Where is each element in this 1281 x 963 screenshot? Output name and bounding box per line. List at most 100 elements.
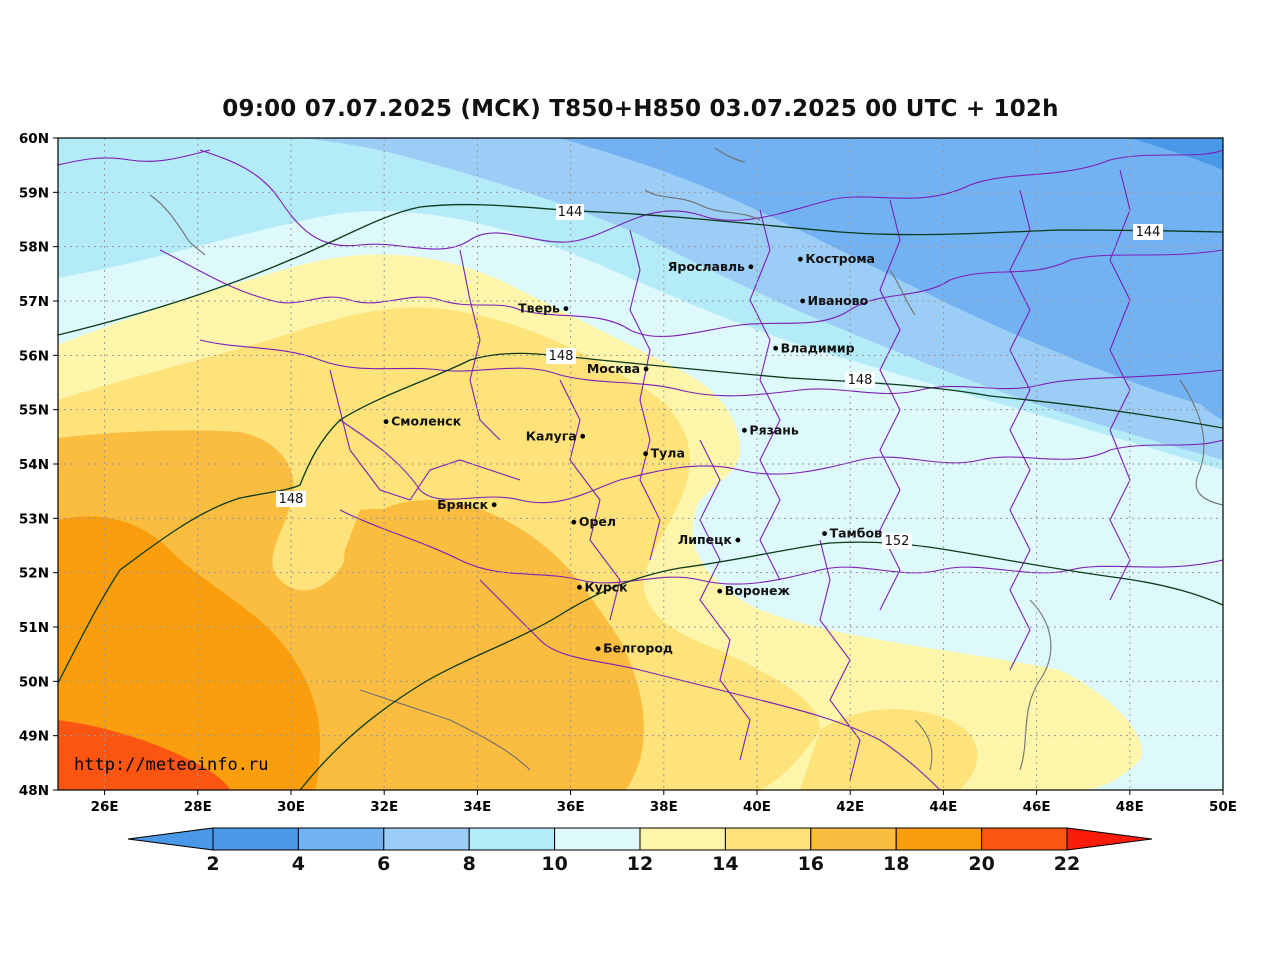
city-dot: [643, 451, 649, 457]
lat-tick-label: 59N: [19, 185, 49, 201]
colorbar-segment: [639, 827, 726, 851]
city-label: Брянск: [437, 497, 489, 512]
lat-tick-label: 49N: [19, 729, 49, 745]
lat-tick-label: 60N: [19, 131, 49, 147]
colorbar-segment: [810, 827, 897, 851]
city-dot: [822, 531, 827, 536]
city-dot: [717, 588, 723, 594]
isohypse-144: [58, 203, 1223, 336]
gridlines: [58, 138, 1223, 790]
city-label: Москва: [587, 361, 640, 376]
lon-tick-label: 26E: [91, 799, 119, 815]
city: Тамбов: [822, 526, 882, 541]
svg-text:152: 152: [885, 534, 910, 549]
city-label: Тамбов: [830, 526, 882, 541]
city: Орел: [571, 514, 616, 529]
colorbar-label: 14: [712, 853, 738, 875]
lon-tick-label: 46E: [1023, 799, 1051, 815]
city-dot: [383, 419, 389, 425]
lon-tick-label: 30E: [277, 799, 305, 815]
city: Иваново: [800, 293, 869, 308]
isohypse-label-152: 152: [882, 533, 912, 549]
city: Ярославль: [668, 259, 754, 274]
city: Владимир: [773, 340, 855, 355]
chart-title: 09:00 07.07.2025 (МСК) T850+H850 03.07.2…: [222, 96, 1059, 122]
lon-tick-label: 50E: [1209, 799, 1237, 815]
water-features: [149, 147, 1223, 771]
colorbar-label: 20: [968, 853, 994, 875]
city: Тверь: [518, 301, 569, 316]
svg-text:148: 148: [549, 349, 574, 364]
city-label: Тула: [651, 446, 685, 461]
colorbar-segment: [981, 827, 1068, 851]
city-dot: [735, 537, 741, 543]
lon-tick-label: 44E: [929, 799, 957, 815]
city: Тула: [643, 446, 685, 461]
lon-tick-label: 34E: [463, 799, 491, 815]
city: Калуга: [526, 428, 586, 443]
city-markers: Ярославль Кострома Иваново Тверь Владимир Мос…: [383, 251, 882, 656]
svg-text:144: 144: [558, 205, 583, 220]
colorbar-segment: [468, 827, 556, 851]
temperature-colorbar: 2 4 6 8 10 12 14 16 18 20 22: [127, 827, 1153, 875]
lon-tick-label: 38E: [650, 799, 678, 815]
colorbar-label: 2: [206, 853, 219, 875]
city-dot: [742, 427, 747, 433]
city-dot: [797, 256, 803, 262]
lon-tick-label: 42E: [836, 799, 864, 815]
city: Кострома: [797, 251, 875, 266]
lat-tick-label: 54N: [19, 457, 49, 473]
colorbar-segment: [297, 827, 385, 851]
colorbar-extend-low: [127, 827, 214, 851]
city-dot: [580, 433, 586, 439]
isohypse-label-144-b: 144: [1133, 224, 1163, 240]
lon-tick-label: 40E: [743, 799, 771, 815]
colorbar-label: 4: [292, 853, 305, 875]
isohypse-labels: 144 144 148 148 148 152: [276, 204, 1163, 549]
lat-tick-label: 53N: [19, 511, 49, 527]
colorbar-label: 12: [627, 853, 653, 875]
city-dot: [577, 584, 582, 590]
lat-tick-label: 48N: [19, 783, 49, 799]
colorbar-label: 10: [541, 853, 567, 875]
lat-tick-label: 51N: [19, 620, 49, 636]
city: Брянск: [437, 497, 497, 512]
isohypse-label-148-a: 148: [546, 348, 576, 364]
city-label: Липецк: [678, 532, 733, 547]
city: Белгород: [595, 641, 673, 656]
city: Воронеж: [717, 583, 790, 598]
isohypse-152: [299, 541, 1223, 790]
city-label: Калуга: [526, 428, 577, 443]
lon-tick-label: 32E: [370, 799, 398, 815]
lat-tick-label: 50N: [19, 674, 49, 690]
city-label: Орел: [579, 514, 616, 529]
colorbar-label: 22: [1054, 853, 1080, 875]
city-dot: [491, 502, 497, 508]
city: Смоленск: [383, 414, 462, 429]
isohypses: [58, 203, 1223, 790]
colorbar-label: 16: [798, 853, 824, 875]
city-label: Смоленск: [391, 414, 462, 429]
svg-text:148: 148: [848, 373, 873, 388]
city-dot: [748, 264, 754, 270]
lon-tick-label: 28E: [184, 799, 212, 815]
colorbar-extend-high: [1066, 827, 1153, 851]
lon-tick-label: 36E: [557, 799, 585, 815]
city: Курск: [577, 579, 628, 594]
colorbar-label: 6: [377, 853, 390, 875]
city-label: Иваново: [808, 293, 869, 308]
city-label: Рязань: [749, 422, 799, 437]
lon-tick-label: 48E: [1116, 799, 1144, 815]
colorbar-segment: [724, 827, 812, 851]
city-dot: [800, 298, 806, 304]
colorbar-label: 8: [463, 853, 476, 875]
lat-tick-label: 56N: [19, 348, 49, 364]
city-label: Тверь: [518, 301, 560, 316]
city-label: Кострома: [805, 251, 875, 266]
city-label: Владимир: [781, 340, 855, 355]
map-axes: 26E 28E 30E 32E 34E 36E 38E 40E 42E 44E 46E 48E 50E 6…: [19, 131, 1237, 815]
isohypse-label-148-c: 148: [276, 491, 306, 507]
svg-text:148: 148: [279, 492, 304, 507]
isohypse-label-144-a: 144: [556, 204, 584, 220]
city: Липецк: [678, 532, 741, 547]
